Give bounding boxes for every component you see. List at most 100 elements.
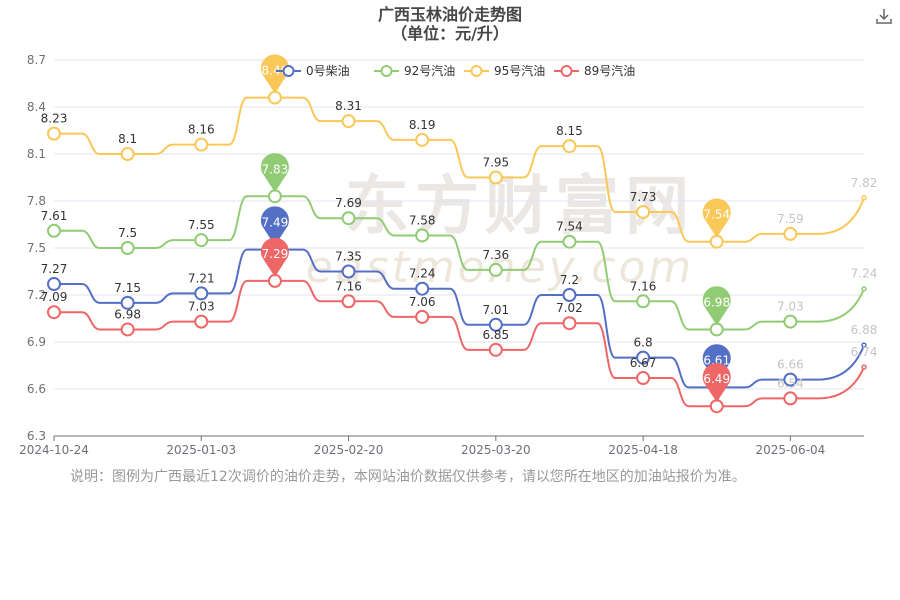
series-2-value-label: 7.73 <box>630 190 657 204</box>
chart-subtitle: （单位：元/升） <box>391 24 509 43</box>
series-0-value-label: 7.24 <box>409 267 436 281</box>
legend-swatch-marker <box>470 65 483 77</box>
series-0-value-label: 7.2 <box>560 273 579 287</box>
series-0-value-label: 7.01 <box>482 303 509 317</box>
series-1-point[interactable] <box>47 223 61 238</box>
series-1-point[interactable] <box>861 285 867 292</box>
series-3-point[interactable] <box>120 322 135 337</box>
series-3-min-pin-label: 6.49 <box>703 372 730 386</box>
series-2-point[interactable] <box>783 226 798 241</box>
y-tick-label: 8.4 <box>27 100 46 114</box>
series-2-min-pin-label: 7.54 <box>703 208 730 222</box>
series-3-point[interactable] <box>341 294 356 309</box>
series-3-line <box>54 279 865 408</box>
series-1-point[interactable] <box>341 211 356 226</box>
series-2-point[interactable] <box>861 195 867 201</box>
series-2-point[interactable] <box>47 126 61 141</box>
series-1-point[interactable] <box>783 314 798 329</box>
x-tick-label: 2025-06-04 <box>755 443 825 457</box>
x-tick-label: 2024-10-24 <box>19 443 89 457</box>
x-tick-label: 2025-04-18 <box>608 443 678 457</box>
series-0-point[interactable] <box>562 288 577 302</box>
series-2-value-label: 8.1 <box>118 132 137 146</box>
series-2-min-pin: 7.54 <box>702 198 731 238</box>
series-3-point[interactable] <box>562 316 577 331</box>
series-1-max-pin: 7.83 <box>260 153 289 193</box>
series-3-point[interactable] <box>783 391 798 406</box>
legend-swatch-marker <box>380 65 393 77</box>
series-0-point[interactable] <box>120 295 135 310</box>
series-2-value-label: 8.31 <box>335 99 362 113</box>
series-2-value-label: 7.82 <box>851 176 878 190</box>
series-0-point[interactable] <box>783 372 798 387</box>
series-1-min-pin: 6.98 <box>702 286 731 326</box>
legend-item-2[interactable]: 95号汽油 <box>464 63 545 78</box>
series-2-value-label: 7.95 <box>482 156 509 170</box>
series-3-max-pin: 7.29 <box>260 237 289 277</box>
series-0-value-label: 7.21 <box>188 271 215 285</box>
series-1-value-label: 7.61 <box>41 209 68 223</box>
series-1-value-label: 7.36 <box>482 248 509 262</box>
series-2-value-label: 8.15 <box>556 124 583 138</box>
series-0-point[interactable] <box>194 286 209 301</box>
series-1-point[interactable] <box>120 241 135 255</box>
x-tick-label: 2025-01-03 <box>166 443 236 457</box>
series-0-point[interactable] <box>341 264 356 279</box>
legend-item-1[interactable]: 92号汽油 <box>374 63 455 78</box>
series-2-point[interactable] <box>488 170 503 185</box>
y-axis: 6.3 6.6 6.9 7.2 7.5 7.8 8.1 8.4 8.7 <box>27 53 46 443</box>
series-2-point[interactable] <box>415 132 430 147</box>
x-tick-label: 2025-03-20 <box>461 443 531 457</box>
legend-item-3[interactable]: 89号汽油 <box>554 63 635 78</box>
series-3-point[interactable] <box>861 364 867 370</box>
series-1-value-label: 7.24 <box>851 267 878 281</box>
series-0-value-label: 6.88 <box>851 323 878 337</box>
series-1-point[interactable] <box>636 294 651 309</box>
chart-note: 说明：图例为广西最近12次调价的油价走势，本网站油价数据仅供参考，请以您所在地区… <box>70 469 746 485</box>
series-3-point[interactable] <box>488 342 503 357</box>
series-2-point[interactable] <box>194 137 209 152</box>
series-3-value-label: 7.03 <box>188 300 215 314</box>
series-3-point[interactable] <box>636 371 651 386</box>
series-0-line <box>54 248 865 389</box>
series-1-point[interactable] <box>488 262 503 277</box>
series-0-point[interactable] <box>415 281 430 296</box>
series-2-point[interactable] <box>562 139 577 154</box>
series-0-value-label: 7.35 <box>335 250 362 264</box>
series-3-point[interactable] <box>194 314 209 329</box>
legend-swatch-marker <box>282 65 295 77</box>
series-0-value-label: 7.15 <box>114 281 141 295</box>
series-2-value-label: 7.59 <box>777 212 804 226</box>
series-3-value-label: 6.67 <box>630 356 657 370</box>
series-2-point[interactable] <box>636 204 651 219</box>
legend-label: 0号柴油 <box>306 64 350 78</box>
series-0-value-label: 6.66 <box>777 358 804 372</box>
legend-item-0[interactable]: 0号柴油 <box>276 64 350 78</box>
series-1-point[interactable] <box>562 234 577 249</box>
series-0-point[interactable] <box>488 317 503 332</box>
series-1-point[interactable] <box>194 233 209 248</box>
series-0-max-pin-label: 7.49 <box>262 216 289 230</box>
series-1-value-label: 7.69 <box>335 196 362 210</box>
x-axis: 2024-10-24 2025-01-03 2025-02-20 2025-03-20… <box>19 435 864 457</box>
series-0-point[interactable] <box>861 342 867 348</box>
series-2-point[interactable] <box>341 114 356 129</box>
y-tick-label: 7.5 <box>27 241 46 255</box>
series-2-value-label: 8.23 <box>41 112 68 126</box>
series-0-point[interactable] <box>47 277 61 292</box>
y-tick-label: 6.6 <box>27 382 46 396</box>
series-1-value-label: 7.58 <box>409 213 436 227</box>
series-2-point[interactable] <box>120 147 135 161</box>
series-3-min-pin: 6.49 <box>702 363 731 403</box>
series-1-value-label: 7.5 <box>118 226 137 240</box>
series-1-value-label: 7.03 <box>777 300 804 314</box>
series-1-point[interactable] <box>415 228 430 243</box>
download-icon[interactable] <box>874 6 894 26</box>
series-3-point[interactable] <box>415 309 430 324</box>
y-tick-label: 6.3 <box>27 429 46 443</box>
series-0-point[interactable] <box>636 350 651 365</box>
series-3-point[interactable] <box>47 305 61 320</box>
watermark-cn: 东方财富网 <box>345 170 695 244</box>
legend[interactable]: 0号柴油 92号汽油 95号汽油 89号汽油 <box>276 63 635 78</box>
